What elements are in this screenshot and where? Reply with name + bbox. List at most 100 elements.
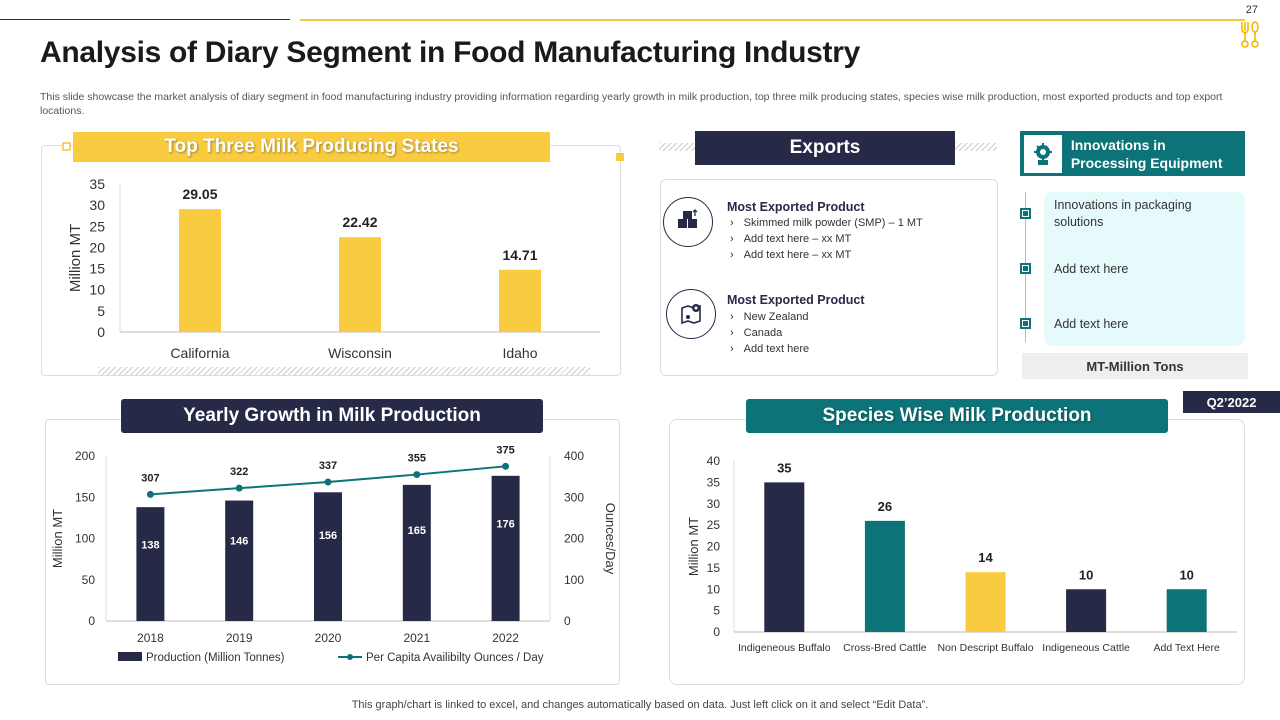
data-label: 29.05	[182, 186, 217, 202]
x-tick-label: 2018	[137, 631, 164, 645]
page-subtitle: This slide showcase the market analysis …	[40, 91, 1223, 117]
top-states-marker-right	[616, 153, 624, 161]
fork-spoon-icon	[1241, 21, 1259, 48]
line-data-label: 307	[141, 472, 159, 484]
bar-data-label: 176	[496, 519, 514, 531]
data-label: 26	[878, 499, 892, 514]
top-states-marker-left	[62, 142, 71, 151]
location-map-icon	[666, 289, 716, 339]
line-point	[146, 490, 154, 498]
data-label: 10	[1079, 567, 1093, 582]
x-tick-label: Idaho	[502, 345, 537, 361]
export-item-line: New Zealand	[730, 309, 809, 325]
legend-label: Production (Million Tonnes)	[146, 652, 285, 664]
data-label: 10	[1179, 567, 1193, 582]
line-point	[324, 478, 332, 486]
x-tick-label: Cross-Bred Cattle	[843, 642, 927, 654]
top-states-title: Top Three Milk Producing States	[73, 132, 550, 162]
innovations-header: Innovations in Processing Equipment	[1020, 131, 1245, 176]
bar	[339, 237, 381, 332]
x-tick-label: 2022	[492, 631, 519, 645]
bar-data-label: 165	[408, 525, 426, 537]
x-tick-label: 2021	[403, 631, 430, 645]
boxes-icon	[663, 197, 713, 247]
legend-swatch-bar	[118, 652, 142, 661]
page-number: 27	[1245, 4, 1258, 16]
footer-note: This graph/chart is linked to excel, and…	[351, 699, 929, 711]
y-right-tick-label: 100	[564, 573, 584, 587]
data-label: 14.71	[502, 247, 537, 263]
yearly-growth-chart: 0 50 100 150 200 0 100 200 300 400 138 2018 146 2019 1…	[50, 444, 618, 664]
x-tick-label: Non Descript Buffalo	[937, 642, 1033, 654]
quarter-badge: Q2’2022	[1183, 391, 1280, 413]
y-tick-label: 20	[707, 540, 721, 554]
y-right-axis-title: Ounces/Day	[603, 503, 618, 575]
export-item-line: Add text here – xx MT	[730, 231, 923, 247]
y-tick-label: 15	[89, 261, 105, 277]
bar	[864, 520, 905, 632]
x-tick-label: 2020	[315, 631, 342, 645]
y-tick-label: 20	[89, 239, 105, 255]
data-label: 35	[777, 460, 791, 475]
gear-head-icon	[1024, 134, 1062, 173]
x-tick-label: Indigeneous Buffalo	[738, 642, 831, 654]
y-tick-label: 10	[89, 282, 105, 298]
x-tick-label: Indigeneous Cattle	[1042, 642, 1130, 654]
innovation-bullet	[1020, 318, 1031, 329]
bar	[965, 572, 1006, 632]
x-tick-label: 2019	[226, 631, 253, 645]
y-right-tick-label: 400	[564, 449, 584, 463]
exports-panel	[660, 179, 998, 376]
bar	[225, 500, 254, 621]
y-tick-label: 150	[75, 490, 95, 504]
y-axis-title: Million MT	[50, 509, 65, 568]
export-item-line: Add text here – xx MT	[730, 247, 923, 263]
bar-data-label: 146	[230, 535, 248, 547]
innovation-item: Add text here	[1054, 317, 1129, 331]
x-tick-label: Add Text Here	[1154, 642, 1221, 654]
top-states-hatch	[98, 367, 590, 375]
unit-note: MT-Million Tons	[1022, 353, 1248, 379]
line-data-label: 355	[408, 453, 426, 465]
x-tick-label: Wisconsin	[328, 345, 392, 361]
export-item-heading: Most Exported Product	[727, 293, 865, 307]
y-axis-title: Million MT	[686, 517, 701, 576]
y-tick-label: 100	[75, 532, 95, 546]
bar	[314, 492, 342, 621]
bar	[1166, 589, 1207, 632]
export-item-line: Skimmed milk powder (SMP) – 1 MT	[730, 215, 923, 231]
y-right-tick-label: 300	[564, 490, 584, 504]
y-tick-label: 5	[97, 303, 105, 319]
export-item-line: Add text here	[730, 341, 809, 357]
header-rule-right	[300, 19, 1245, 21]
innovation-item: Innovations in packaging solutions	[1054, 198, 1192, 229]
y-tick-label: 35	[89, 176, 105, 192]
y-tick-label: 15	[707, 561, 721, 575]
bar	[1066, 589, 1107, 632]
y-tick-label: 200	[75, 449, 95, 463]
y-tick-label: 30	[707, 497, 721, 511]
page-title: Analysis of Diary Segment in Food Manufa…	[40, 36, 860, 69]
y-tick-label: 0	[88, 614, 95, 628]
y-tick-label: 5	[713, 604, 720, 618]
y-right-tick-label: 0	[564, 614, 571, 628]
innovations-box	[1044, 192, 1245, 346]
bar-data-label: 156	[319, 530, 337, 542]
bar	[499, 269, 541, 332]
export-item-line: Canada	[730, 325, 809, 341]
y-axis-title: Million MT	[67, 224, 84, 292]
y-tick-label: 10	[707, 582, 721, 596]
export-item-list: Skimmed milk powder (SMP) – 1 MT Add tex…	[730, 215, 923, 263]
y-tick-label: 0	[713, 625, 720, 639]
y-tick-label: 40	[707, 454, 721, 468]
innovation-item: Add text here	[1054, 262, 1129, 276]
y-tick-label: 35	[707, 475, 721, 489]
bar	[402, 484, 431, 621]
top-states-chart: 0 5 10 15 20 25 30 35 29.05 California 22.42 Wiscon…	[67, 176, 600, 361]
line-data-label: 322	[230, 466, 248, 478]
line-data-label: 337	[319, 460, 337, 472]
exports-title: Exports	[695, 131, 955, 165]
export-item-list: New Zealand Canada Add text here	[730, 309, 809, 357]
y-right-tick-label: 200	[564, 532, 584, 546]
y-tick-label: 0	[97, 324, 105, 340]
